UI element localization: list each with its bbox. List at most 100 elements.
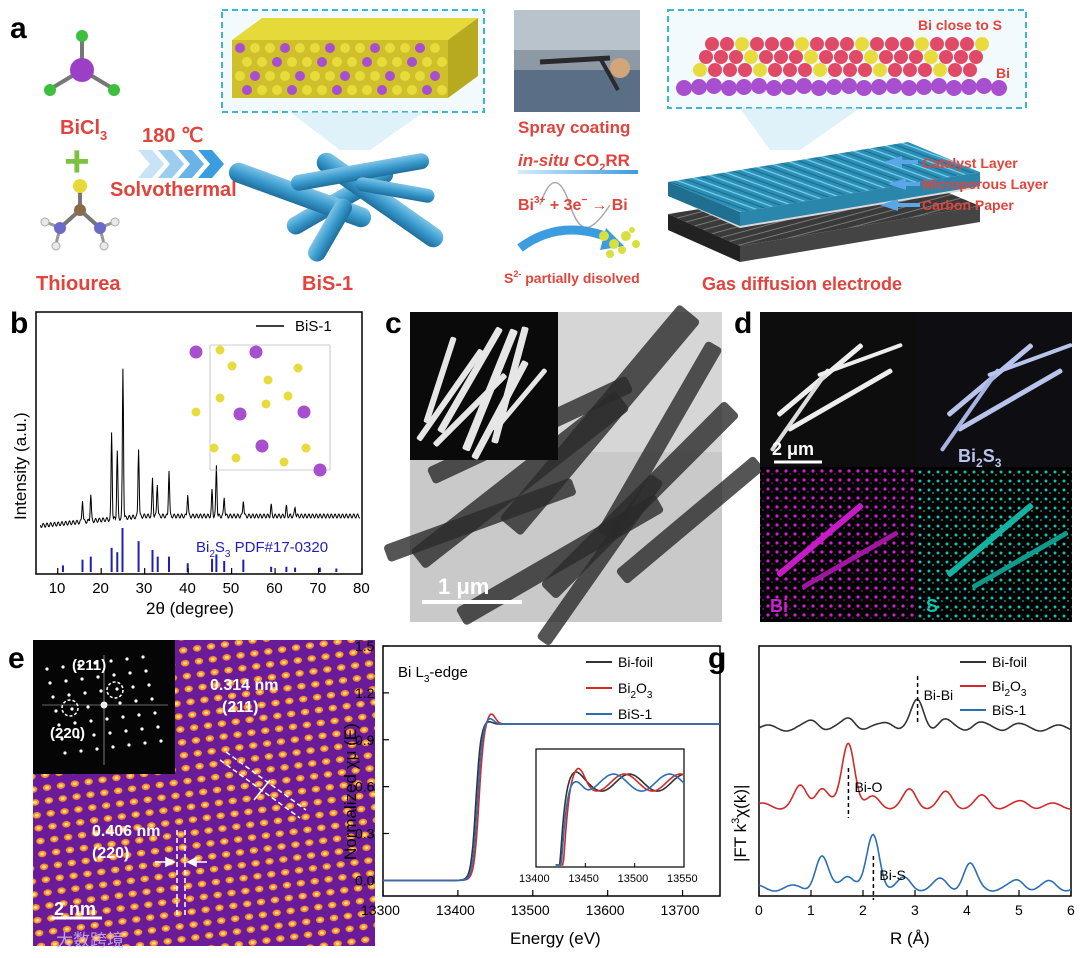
exafs-x-tick: 3 — [911, 902, 919, 918]
crystal-atom — [302, 57, 312, 67]
panel-label-b: b — [10, 307, 28, 340]
exafs-frame — [758, 645, 1072, 897]
layer-catalyst: Catalyst Layer — [922, 155, 1018, 171]
tem-inset-rod — [423, 336, 457, 424]
surface-atom — [825, 37, 839, 51]
surface-atom — [810, 37, 824, 51]
crystal-atom — [272, 85, 282, 95]
exafs-line — [758, 698, 1072, 732]
xrd-legend-label: BiS-1 — [295, 318, 332, 335]
fft-spot — [111, 745, 115, 749]
crystal-atom — [385, 43, 395, 53]
bi-atom — [751, 78, 767, 94]
surface-atom — [858, 63, 872, 77]
fft-spot-211: (211) — [72, 657, 106, 674]
exafs-x-tick: 5 — [1015, 902, 1023, 918]
panel-label-a: a — [10, 12, 27, 45]
crystal-atom — [280, 71, 290, 81]
xanes-legend-bis1: BiS-1 — [618, 706, 652, 722]
d-spacing-211-hkl: (211) — [222, 699, 258, 716]
panel-label-g: g — [708, 642, 726, 675]
fft-spot — [96, 675, 100, 679]
crystal-atom — [332, 85, 342, 95]
thiourea-molecule — [40, 179, 120, 251]
surface-atom — [960, 37, 974, 51]
crystal-atom — [370, 43, 380, 53]
tem-inset-rod — [433, 373, 507, 447]
crystal-atom — [280, 43, 290, 53]
fft-spot — [63, 751, 67, 755]
xanes-ticks: 13300 13400 13500 13600 13700 0.0 0.3 0.6 0.9 1.2… — [355, 638, 700, 918]
surface-atom — [828, 63, 842, 77]
crystal-atom — [272, 57, 282, 67]
surface-atom — [894, 50, 908, 64]
inset-atom — [191, 407, 201, 417]
insitu-arrow — [518, 170, 638, 174]
eds-rod — [971, 531, 1069, 589]
d-spacing-220: 0.406 nm — [92, 823, 160, 840]
surface-atom — [813, 63, 827, 77]
dissolve-label: S2- partially disolved — [504, 269, 640, 286]
crystal-atom — [407, 57, 417, 67]
bi-atom — [886, 78, 902, 94]
crystal-atom — [347, 85, 357, 95]
bi-atom — [991, 80, 1007, 96]
xrd-tick-label: 20 — [92, 580, 109, 597]
fft-spot — [57, 723, 61, 727]
surface-atom — [945, 37, 959, 51]
exafs-x-tick: 1 — [807, 902, 815, 918]
fft-spot — [156, 725, 160, 729]
bi-atom — [676, 80, 692, 96]
crystal-atom — [325, 43, 335, 53]
exafs-legend-bifoil: Bi-foil — [992, 654, 1027, 670]
fft-spot — [77, 663, 81, 667]
tem-inset-rod — [416, 349, 484, 441]
surface-atom — [939, 50, 953, 64]
bi-atom — [961, 79, 977, 95]
bi-surface-model — [667, 9, 1027, 150]
fft-spot — [137, 713, 141, 717]
d-spacing-211: 0.314 nm — [210, 677, 278, 694]
fft-spot — [86, 705, 90, 709]
xanes-series — [383, 713, 720, 882]
layer-carbon: Carbon Paper — [922, 197, 1014, 213]
fft-spot — [108, 731, 112, 735]
xrd-y-axis-label: Intensity (a.u.) — [11, 412, 30, 520]
surface-atom — [843, 63, 857, 77]
crystal-atom — [362, 57, 372, 67]
crystal-atom — [422, 57, 432, 67]
fft-spot — [70, 707, 74, 711]
d-spacing-220-hkl: (220) — [92, 845, 129, 862]
panel-f-xanes-chart: 13300 13400 13500 13600 13700 0.0 0.3 0.6 0.9 1.2… — [341, 638, 721, 948]
fft-spot — [93, 661, 97, 665]
tem-rod — [500, 305, 700, 535]
xrd-tick-label: 30 — [136, 580, 153, 597]
inset-atom — [297, 405, 311, 419]
xanes-y-tick: 1.5 — [355, 638, 375, 654]
exafs-legend: Bi-foil Bi2O3 BiS-1 — [960, 654, 1027, 718]
reagent-thiourea: Thiourea — [36, 273, 121, 295]
crystal-atom — [400, 71, 410, 81]
eds-sem-image — [760, 312, 916, 467]
xanes-title: Bi L3-edge — [398, 664, 468, 685]
fft-spot — [125, 657, 129, 661]
xanes-y-tick: 1.2 — [355, 685, 375, 701]
xanes-y-tick: 0.6 — [355, 779, 375, 795]
crystal-atom — [392, 85, 402, 95]
inset-atom — [231, 453, 241, 463]
fft-spot — [131, 685, 135, 689]
method-label: Solvothermal — [110, 179, 237, 201]
inset-atom — [313, 463, 327, 477]
inset-atom — [301, 443, 311, 453]
inset-atom — [227, 361, 237, 371]
xrd-pattern-bis1 — [39, 368, 361, 528]
surface-atom — [720, 37, 734, 51]
surface-atom — [708, 63, 722, 77]
bi-atom — [916, 79, 932, 95]
fft-spot — [134, 699, 138, 703]
xrd-x-ticks: 10 20 30 40 50 60 70 80 — [49, 568, 370, 597]
fft-spot — [128, 671, 132, 675]
exafs-y-axis-label: |FT k3χ(k)| — [730, 785, 750, 862]
fft-spot — [89, 719, 93, 723]
